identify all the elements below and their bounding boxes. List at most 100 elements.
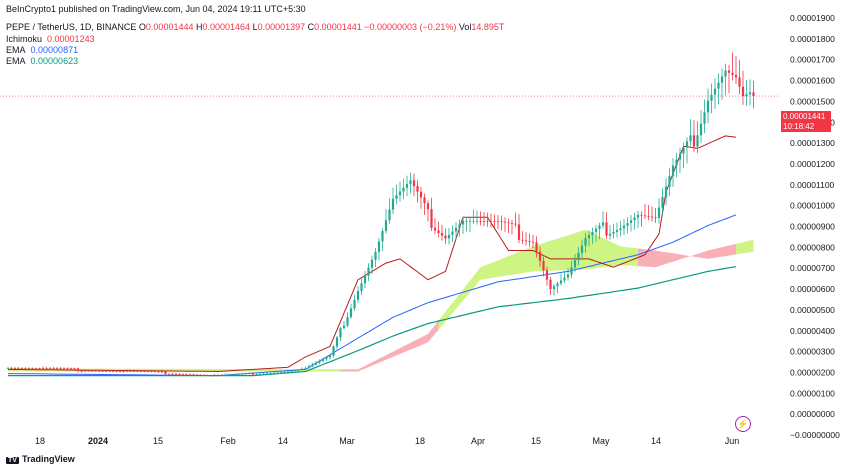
candle-body	[433, 227, 437, 231]
candle-body	[724, 70, 727, 77]
candle-body	[353, 299, 356, 309]
candlesticks	[6, 52, 755, 377]
candle-body	[314, 362, 318, 365]
close-value: 0.00001441	[314, 22, 362, 32]
candle-body	[528, 241, 531, 242]
candle-body	[444, 235, 447, 239]
x-tick-label: Feb	[220, 436, 236, 446]
y-tick-label: 0.00000900	[790, 222, 835, 232]
candle-body	[426, 203, 430, 210]
candle-body	[136, 371, 139, 372]
x-tick-label: 14	[651, 436, 661, 446]
tv-logo-icon: TV	[6, 457, 19, 464]
candle-body	[437, 230, 440, 234]
candle-body	[90, 370, 94, 372]
candle-body	[258, 374, 262, 375]
candle-body	[223, 374, 227, 376]
symbol-row: PEPE / TetherUS, 1D, BINANCE O0.00001444…	[6, 22, 505, 32]
legend-ema-slow[interactable]: EMA 0.00000623	[6, 56, 79, 66]
candle-body	[262, 373, 265, 375]
candle-body	[626, 222, 629, 226]
y-tick-label: 0.00000000	[790, 409, 835, 419]
candle-body	[122, 371, 125, 372]
candle-body	[678, 153, 682, 160]
candle-body	[255, 374, 258, 376]
candle-body	[685, 141, 689, 148]
candle-body	[6, 368, 10, 369]
lightning-icon[interactable]: ⚡	[735, 416, 751, 432]
candle-body	[447, 234, 451, 239]
candle-body	[45, 368, 48, 369]
candle-body	[388, 209, 391, 221]
candle-body	[129, 371, 132, 372]
candle-body	[272, 372, 276, 374]
candle-body	[209, 375, 213, 376]
candle-body	[675, 159, 678, 166]
candle-body	[566, 274, 570, 278]
candle-body	[157, 371, 160, 373]
candle-body	[468, 220, 472, 222]
candle-body	[629, 220, 633, 223]
y-tick-label: 0.00000100	[790, 388, 835, 398]
legend-ichimoku[interactable]: Ichimoku 0.00001243	[6, 34, 95, 44]
candle-body	[125, 371, 129, 372]
candle-body	[598, 225, 601, 229]
candle-body	[706, 100, 710, 113]
open-value: 0.00001444	[145, 22, 194, 32]
candle-body	[647, 216, 650, 217]
candle-body	[710, 94, 713, 101]
candle-body	[423, 197, 426, 204]
candle-body	[514, 223, 517, 225]
candle-body	[174, 374, 178, 375]
y-tick-label: −0.00000000	[790, 430, 840, 440]
last-price-tag: 0.00001441 10:18:42	[781, 111, 831, 132]
ema-fast-line	[8, 214, 737, 377]
candle-body	[146, 371, 150, 372]
candle-body	[594, 228, 598, 232]
candle-body	[612, 231, 615, 234]
candle-body	[696, 135, 699, 147]
candle-body	[549, 279, 552, 290]
candle-body	[150, 371, 153, 373]
candle-body	[83, 370, 87, 372]
candle-body	[111, 370, 115, 372]
candle-body	[27, 368, 31, 369]
legend-ema-fast[interactable]: EMA 0.00000871	[6, 45, 79, 55]
candle-body	[195, 374, 199, 376]
candle-body	[573, 260, 577, 268]
candle-body	[503, 221, 507, 223]
candle-body	[283, 371, 286, 373]
candle-body	[356, 291, 360, 300]
x-tick-label: 2024	[88, 436, 108, 446]
time-axis[interactable]: 18 2024 15 Feb 14 Mar 18 Apr 15 May 14 Jun	[35, 436, 739, 446]
volume-value: 14.895T	[471, 22, 505, 32]
y-tick-label: 0.00001800	[790, 34, 835, 44]
candle-body	[118, 370, 122, 372]
candle-body	[405, 184, 409, 188]
candle-body	[402, 187, 405, 192]
candle-body	[108, 370, 111, 372]
candle-body	[570, 267, 573, 275]
candle-body	[139, 371, 143, 372]
candle-body	[510, 223, 514, 224]
candle-body	[188, 374, 192, 376]
y-tick-label: 0.00001100	[790, 180, 835, 190]
candle-body	[591, 231, 594, 236]
candle-body	[475, 220, 479, 222]
candle-body	[419, 191, 423, 198]
candle-body	[307, 366, 311, 369]
candle-body	[370, 259, 374, 268]
candle-body	[332, 346, 335, 356]
symbol-label[interactable]: PEPE / TetherUS, 1D, BINANCE	[6, 22, 137, 32]
candle-body	[185, 374, 188, 376]
candle-body	[318, 360, 321, 363]
candle-body	[451, 231, 454, 235]
tradingview-logo[interactable]: TV TradingView	[6, 454, 75, 464]
price-axis[interactable]: 0.00001900 0.00001800 0.00001700 0.00001600…	[790, 13, 840, 440]
candle-body	[381, 230, 384, 242]
y-tick-label: 0.00000200	[790, 367, 835, 377]
candle-body	[734, 75, 738, 78]
cloud-bull-segment	[736, 239, 754, 255]
y-tick-label: 0.00000700	[790, 263, 835, 273]
